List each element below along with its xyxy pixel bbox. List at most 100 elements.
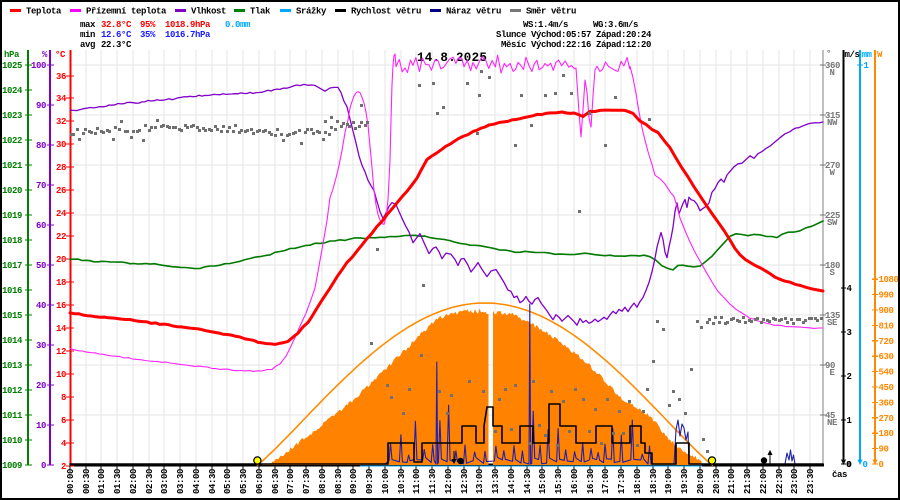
svg-text:16: 16 [56,301,66,311]
svg-text:1025: 1025 [2,61,22,71]
svg-text:WS:1.4m/s: WS:1.4m/s [523,20,568,30]
svg-text:Vlhkost: Vlhkost [191,7,226,17]
svg-text:Náraz větru: Náraz větru [446,7,501,17]
svg-text:10:00: 10:00 [381,469,391,494]
svg-text:S: S [829,268,835,278]
svg-text:1020: 1020 [2,186,22,196]
svg-text:20: 20 [56,255,66,265]
svg-text:135: 135 [825,311,840,321]
svg-text:min: min [80,30,95,40]
svg-text:50: 50 [36,261,46,271]
svg-text:900: 900 [879,306,894,316]
svg-text:16:00: 16:00 [570,469,580,494]
svg-text:90: 90 [879,445,889,455]
svg-text:18:00: 18:00 [633,469,643,494]
svg-text:0: 0 [846,460,851,470]
svg-text:360: 360 [879,398,894,408]
svg-text:80: 80 [36,141,46,151]
svg-text:1015: 1015 [2,311,22,321]
svg-text:21:00: 21:00 [727,469,737,494]
svg-text:450: 450 [879,383,894,393]
svg-text:m/s: m/s [845,50,860,60]
svg-text:360: 360 [825,61,840,71]
svg-text:24: 24 [56,209,67,219]
svg-text:990: 990 [879,291,894,301]
svg-text:1009: 1009 [2,461,22,471]
svg-text:08:30: 08:30 [334,469,344,494]
svg-text:30: 30 [36,341,46,351]
svg-text:04:00: 04:00 [192,469,202,494]
svg-text:0: 0 [879,460,884,470]
svg-text:18: 18 [56,278,66,288]
svg-text:Tlak: Tlak [250,7,271,17]
svg-text:1012: 1012 [2,386,22,396]
svg-text:mm: mm [862,50,873,60]
svg-text:19:30: 19:30 [680,469,690,494]
svg-text:90: 90 [825,361,835,371]
svg-text:11:30: 11:30 [428,469,438,494]
svg-text:0: 0 [41,461,46,471]
svg-text:01:30: 01:30 [113,469,123,494]
svg-text:1019: 1019 [2,211,22,221]
svg-text:1010: 1010 [2,436,22,446]
svg-text:1018.9hPa: 1018.9hPa [165,20,211,30]
svg-text:45: 45 [825,411,835,421]
svg-text:00:00: 00:00 [66,469,76,494]
svg-text:SW: SW [827,218,838,228]
svg-text:Měsíc Východ:22:16: Měsíc Východ:22:16 [501,40,591,50]
svg-text:23:30: 23:30 [806,469,816,494]
svg-text:4: 4 [847,284,853,294]
svg-text:28: 28 [56,163,66,173]
svg-text:10: 10 [36,421,46,431]
svg-text:315: 315 [825,111,840,121]
svg-text:°: ° [826,49,831,59]
svg-text:04:30: 04:30 [208,469,218,494]
svg-text:13:00: 13:00 [475,469,485,494]
svg-text:17:30: 17:30 [617,469,627,494]
svg-text:14:00: 14:00 [507,469,517,494]
svg-text:12: 12 [56,347,66,357]
svg-text:36: 36 [56,72,66,82]
svg-text:22: 22 [56,232,66,242]
svg-text:05:30: 05:30 [239,469,249,494]
svg-text:1013: 1013 [2,361,22,371]
svg-text:hPa: hPa [4,50,20,60]
svg-text:20:30: 20:30 [712,469,722,494]
svg-text:270: 270 [825,161,840,171]
svg-text:4: 4 [61,439,67,449]
svg-text:17:00: 17:00 [601,469,611,494]
svg-text:32: 32 [56,117,66,127]
svg-text:12:30: 12:30 [460,469,470,494]
svg-text:Teplota: Teplota [26,7,62,17]
svg-text:WG:3.6m/s: WG:3.6m/s [593,20,638,30]
svg-text:1: 1 [864,61,870,71]
svg-text:60: 60 [36,221,46,231]
svg-text:1024: 1024 [2,86,23,96]
svg-text:3: 3 [847,328,852,338]
svg-text:23:00: 23:00 [790,469,800,494]
svg-text:06:30: 06:30 [271,469,281,494]
svg-text:čas: čas [832,470,847,480]
svg-text:1018: 1018 [2,236,22,246]
svg-text:05:00: 05:00 [223,469,233,494]
svg-text:E: E [829,368,835,378]
svg-text:1080: 1080 [879,275,899,285]
svg-text:02:00: 02:00 [129,469,139,494]
svg-text:1016: 1016 [2,286,22,296]
svg-text:720: 720 [879,337,894,347]
svg-text:15:00: 15:00 [538,469,548,494]
svg-text:Směr větru: Směr větru [526,7,576,17]
svg-text:15:30: 15:30 [554,469,564,494]
svg-text:0: 0 [863,460,868,470]
svg-text:0: 0 [847,460,852,470]
svg-text:40: 40 [36,301,46,311]
svg-text:Západ:20:24: Západ:20:24 [596,30,652,40]
svg-text:Přízemní teplota: Přízemní teplota [86,7,167,17]
svg-text:08:00: 08:00 [318,469,328,494]
svg-text:avg: avg [80,40,95,50]
svg-text:12:00: 12:00 [444,469,454,494]
svg-text:max: max [80,20,96,30]
svg-text:1017: 1017 [2,261,22,271]
svg-text:180: 180 [879,429,894,439]
svg-text:95%: 95% [140,20,156,30]
